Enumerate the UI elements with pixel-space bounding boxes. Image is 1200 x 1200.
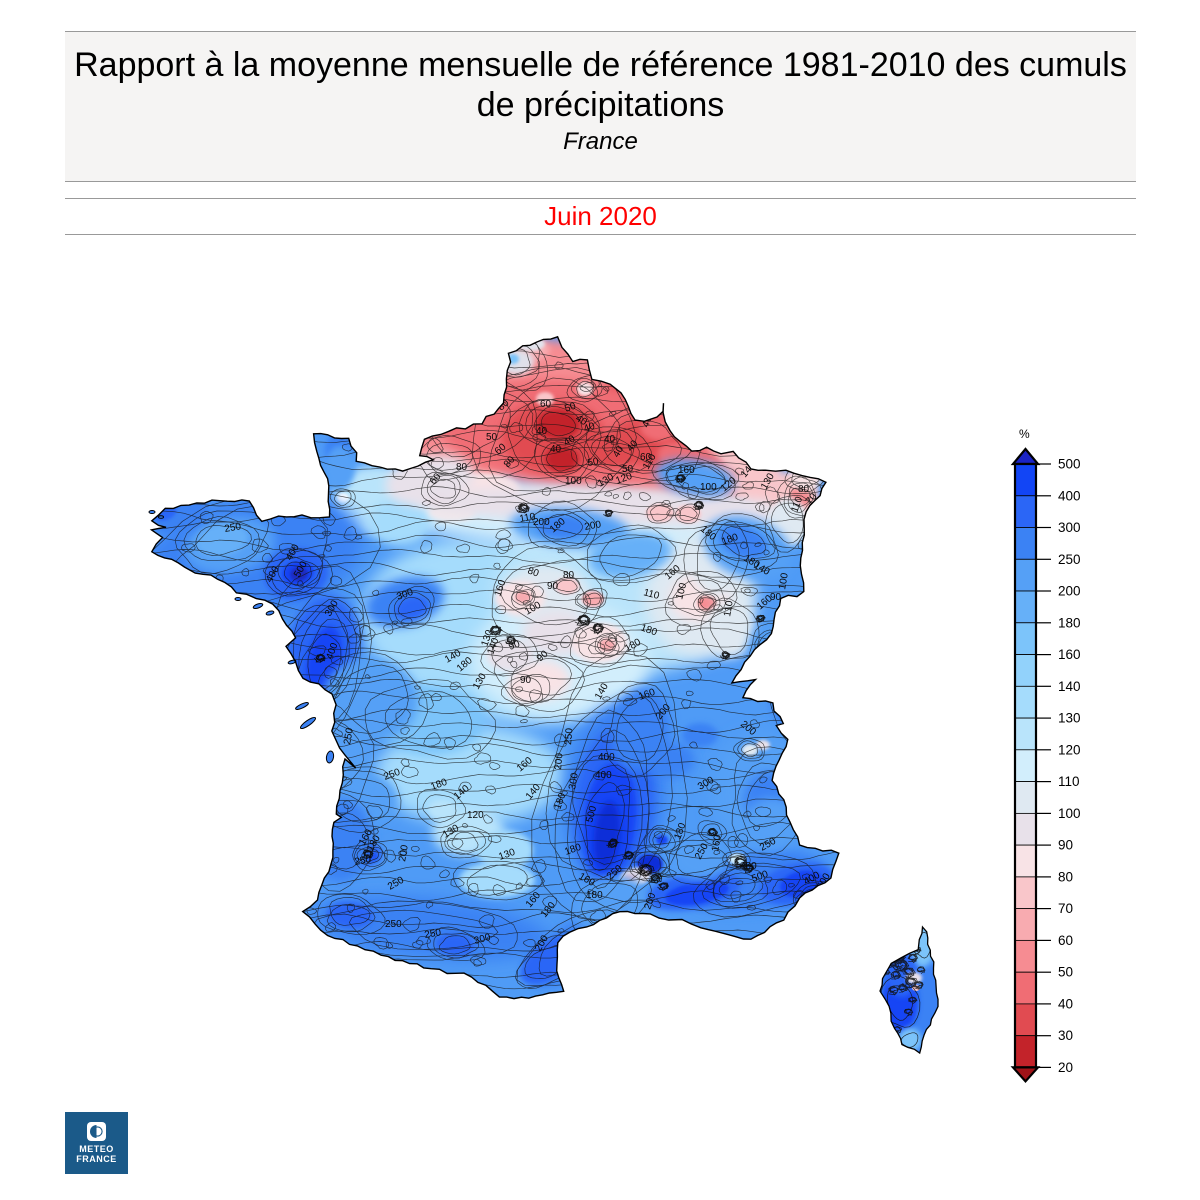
svg-text:180: 180: [1058, 615, 1081, 630]
svg-text:250: 250: [354, 854, 373, 868]
svg-text:40: 40: [604, 434, 616, 445]
svg-text:50: 50: [622, 464, 634, 475]
svg-text:110: 110: [642, 587, 661, 602]
svg-text:80: 80: [456, 462, 468, 473]
svg-text:90: 90: [520, 675, 532, 686]
svg-text:50: 50: [486, 432, 498, 443]
svg-text:130: 130: [1058, 711, 1081, 726]
svg-text:100: 100: [565, 476, 582, 487]
svg-text:140: 140: [1058, 679, 1081, 694]
svg-text:120: 120: [467, 810, 484, 821]
svg-text:110: 110: [789, 495, 805, 514]
svg-text:40: 40: [550, 444, 562, 455]
svg-text:30: 30: [1058, 1028, 1073, 1043]
svg-text:20: 20: [1058, 1060, 1073, 1075]
svg-text:160: 160: [1058, 647, 1081, 662]
svg-text:80: 80: [798, 484, 810, 495]
svg-text:250: 250: [342, 727, 356, 746]
svg-text:100: 100: [777, 572, 791, 591]
svg-text:100: 100: [1058, 806, 1081, 821]
svg-text:60: 60: [640, 452, 652, 463]
svg-text:50: 50: [587, 456, 600, 469]
svg-text:90: 90: [507, 639, 522, 653]
svg-text:80: 80: [563, 570, 575, 581]
svg-text:400: 400: [598, 752, 615, 763]
svg-text:110: 110: [1058, 774, 1080, 789]
svg-text:40: 40: [536, 426, 548, 437]
svg-text:200: 200: [553, 752, 565, 770]
svg-text:60: 60: [540, 399, 552, 410]
svg-text:200: 200: [533, 517, 550, 528]
svg-text:40: 40: [582, 421, 597, 435]
svg-text:%: %: [1019, 427, 1030, 441]
svg-text:200: 200: [397, 844, 411, 863]
svg-text:200: 200: [1058, 584, 1081, 599]
svg-text:300: 300: [1058, 520, 1081, 535]
svg-text:400: 400: [740, 861, 757, 872]
svg-text:110: 110: [519, 511, 537, 525]
svg-text:250: 250: [424, 927, 443, 941]
svg-text:100: 100: [700, 482, 717, 493]
svg-text:200: 200: [584, 519, 603, 533]
svg-text:500: 500: [584, 804, 599, 823]
svg-text:50: 50: [1058, 965, 1073, 980]
svg-text:40: 40: [611, 444, 626, 460]
svg-text:110: 110: [722, 599, 736, 617]
svg-text:90: 90: [1058, 838, 1073, 853]
svg-text:400: 400: [1058, 488, 1081, 503]
svg-text:40: 40: [562, 433, 578, 448]
svg-text:160: 160: [710, 834, 724, 853]
svg-text:80: 80: [526, 565, 541, 579]
svg-text:250: 250: [1058, 552, 1081, 567]
svg-text:40: 40: [574, 413, 590, 428]
svg-text:300: 300: [567, 772, 581, 791]
svg-text:120: 120: [1058, 742, 1081, 757]
svg-text:100: 100: [674, 581, 689, 600]
svg-text:250: 250: [563, 727, 575, 745]
svg-text:90: 90: [547, 581, 559, 592]
svg-text:70: 70: [1058, 901, 1073, 916]
svg-text:50: 50: [563, 401, 578, 415]
svg-text:160: 160: [678, 465, 695, 476]
svg-text:400: 400: [595, 770, 612, 781]
svg-text:40: 40: [1058, 996, 1073, 1011]
svg-text:250: 250: [224, 521, 243, 535]
svg-text:250: 250: [385, 919, 402, 930]
svg-text:180: 180: [586, 890, 603, 901]
svg-text:60: 60: [1058, 933, 1073, 948]
svg-text:90: 90: [770, 592, 782, 603]
svg-text:500: 500: [1058, 457, 1081, 472]
svg-text:300: 300: [473, 932, 492, 947]
svg-text:80: 80: [1058, 869, 1073, 884]
